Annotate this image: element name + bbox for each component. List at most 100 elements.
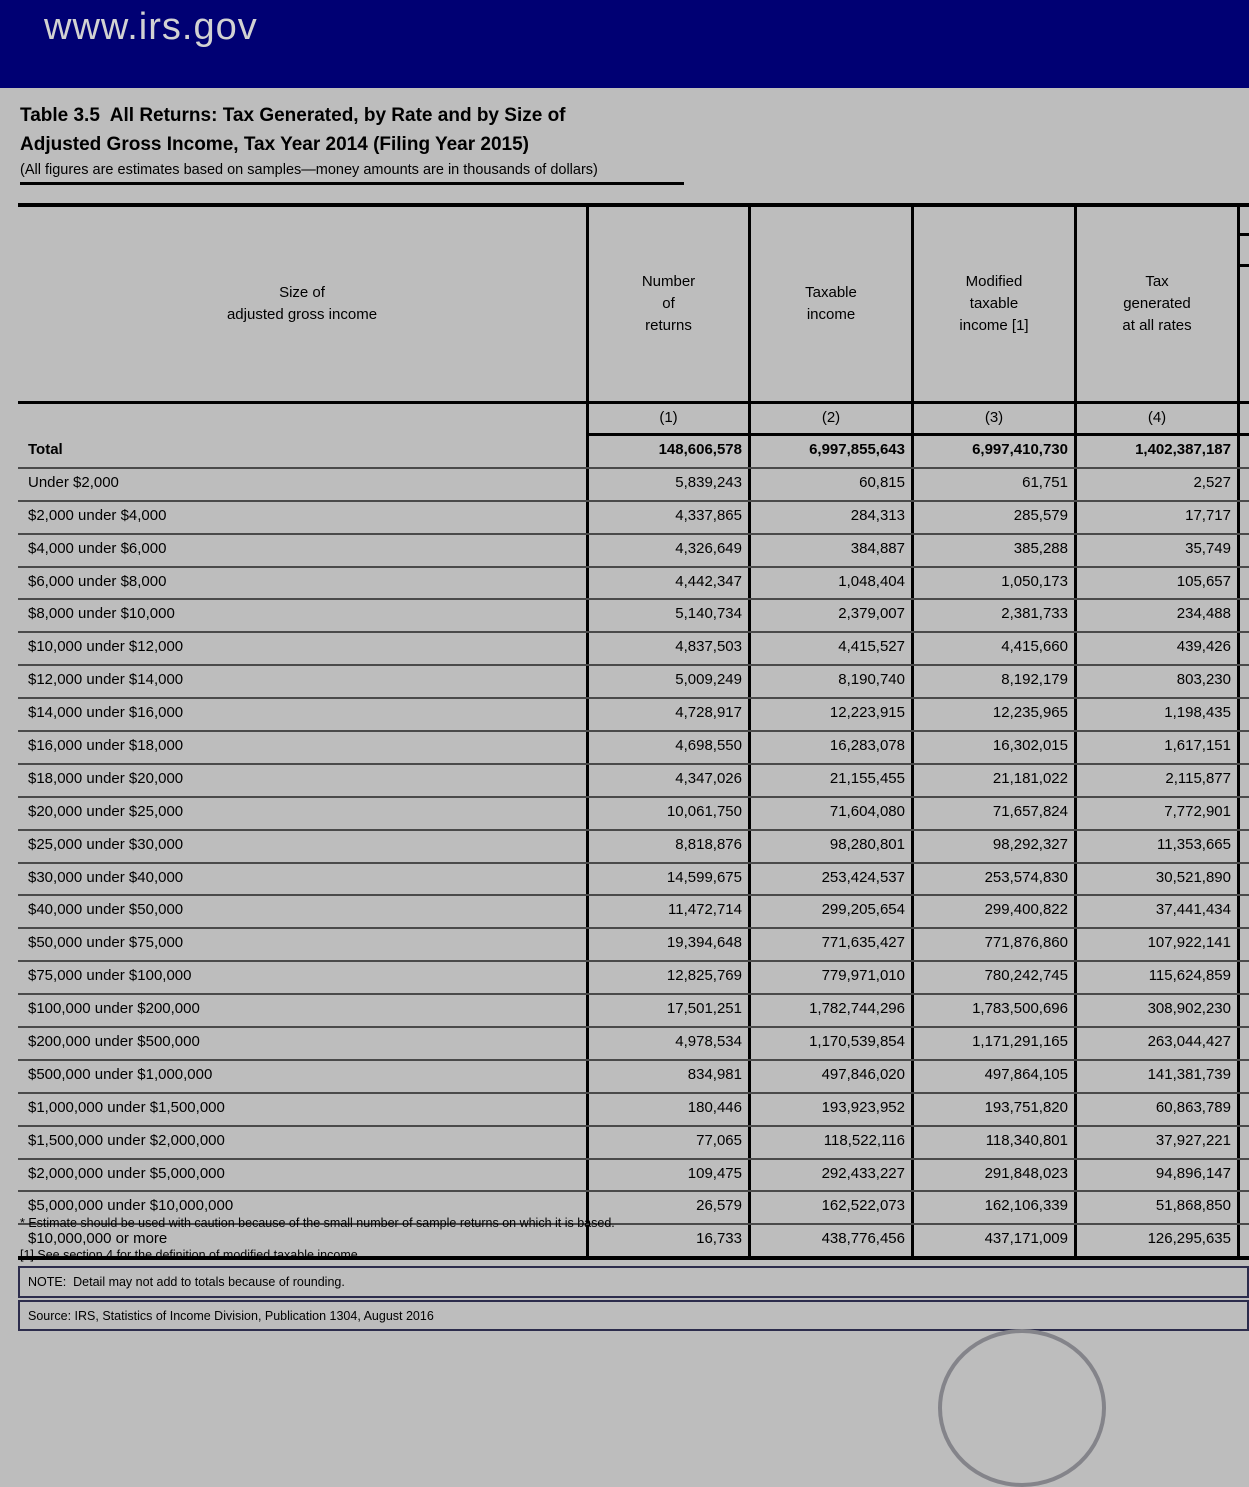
cutoff-column-cell [1237,436,1249,467]
cell-value: 12,235,965 [911,699,1074,731]
cell-value: 71,604,080 [748,797,911,829]
cutoff-column-cell [1237,962,1249,994]
row-label: $25,000 under $30,000 [28,835,184,853]
table-row: Total 148,606,578 6,997,855,643 6,997,410,7… [18,436,1249,469]
cell-value: 10,061,750 [586,797,748,829]
cell-value: 17,717 [1074,501,1237,533]
cell-value: 437,171,009 [911,1225,1074,1257]
cell-value: 193,751,820 [911,1093,1074,1125]
cell-value: 497,846,020 [748,1060,911,1092]
cell-value: 12,825,769 [586,962,748,994]
cell-value: 2,379,007 [748,600,911,632]
cutoff-column-cell [1237,929,1249,961]
cell-value: 5,140,734 [586,600,748,632]
row-label: $18,000 under $20,000 [28,769,184,787]
row-label: $14,000 under $16,000 [28,704,184,722]
cell-value: 2,115,877 [1074,764,1237,796]
cell-value: 109,475 [586,1159,748,1191]
cell-value: 1,402,387,187 [1074,436,1237,467]
cell-value: 105,657 [1074,567,1237,599]
cell-value: 6,997,410,730 [911,436,1074,467]
row-label: $4,000 under $6,000 [28,539,167,557]
cell-value: 162,522,073 [748,1192,911,1224]
row-label: $40,000 under $50,000 [28,901,184,919]
cell-value: 17,501,251 [586,995,748,1027]
cell-value: 118,522,116 [748,1126,911,1158]
cell-value: 384,887 [748,534,911,566]
cell-value: 61,751 [911,468,1074,500]
cell-value: 77,065 [586,1126,748,1158]
cell-value: 2,527 [1074,468,1237,500]
table-row: $2,000,000 under $5,000,000 109,475 292,43… [18,1159,1249,1193]
cell-value: 16,283,078 [748,732,911,763]
cell-value: 35,749 [1074,534,1237,566]
cell-value: 94,896,147 [1074,1159,1237,1191]
cell-value: 1,617,151 [1074,732,1237,763]
table-row: $75,000 under $100,000 12,825,769 779,971,… [18,962,1249,996]
cutoff-column-cell [1237,501,1249,533]
cell-value: 37,441,434 [1074,896,1237,928]
table-row: Under $2,000 5,839,243 60,815 61,751 2,527 [18,468,1249,502]
table-row: $100,000 under $200,000 17,501,251 1,782,7… [18,995,1249,1029]
row-label: $6,000 under $8,000 [28,572,167,590]
cell-value: 7,772,901 [1074,797,1237,829]
cell-value: 4,347,026 [586,764,748,796]
table-row: $30,000 under $40,000 14,599,675 253,424,5… [18,863,1249,897]
cutoff-column-cell [1237,404,1249,436]
cell-value: 385,288 [911,534,1074,566]
cell-value: 4,415,660 [911,633,1074,665]
column-header-taxable-income: Taxable income [748,207,911,401]
cell-value: 115,624,859 [1074,962,1237,994]
cell-value: 14,599,675 [586,863,748,895]
cell-value: 30,521,890 [1074,863,1237,895]
cutoff-column-cell [1237,995,1249,1027]
cutoff-column-cell [1237,896,1249,928]
cell-value: 4,837,503 [586,633,748,665]
source-box: Source: IRS, Statistics of Income Divisi… [18,1300,1249,1331]
cell-value: 4,698,550 [586,732,748,763]
cell-value: 780,242,745 [911,962,1074,994]
cell-value: 21,181,022 [911,764,1074,796]
cutoff-column-cell [1237,1225,1249,1257]
table-row: $18,000 under $20,000 4,347,026 21,155,455… [18,764,1249,798]
footnote-1: [1] See section 4 for the definition of … [20,1248,362,1262]
column-header-modified-taxable-income: Modified taxable income [1] [911,207,1074,401]
cell-value: 1,171,291,165 [911,1028,1074,1059]
column-header-tax-generated: Tax generated at all rates [1074,207,1237,401]
site-banner: www.irs.gov [0,0,1249,88]
cell-value: 253,424,537 [748,863,911,895]
column-number-3: (3) [911,404,1074,436]
table-row: $40,000 under $50,000 11,472,714 299,205,6… [18,896,1249,930]
table-row: $5,000,000 under $10,000,000 26,579 162,52… [18,1192,1249,1226]
row-label: Total [28,441,63,458]
cutoff-column-cell [1237,633,1249,665]
table-row: $1,500,000 under $2,000,000 77,065 118,522… [18,1126,1249,1160]
cell-value: 4,728,917 [586,699,748,731]
cell-value: 1,050,173 [911,567,1074,599]
table-row: $200,000 under $500,000 4,978,534 1,170,53… [18,1028,1249,1061]
cell-value: 263,044,427 [1074,1028,1237,1059]
cell-value: 16,302,015 [911,732,1074,763]
table-row: $25,000 under $30,000 8,818,876 98,280,801… [18,830,1249,864]
cutoff-column-cell [1237,666,1249,698]
cell-value: 2,381,733 [911,600,1074,632]
row-label: $5,000,000 under $10,000,000 [28,1197,234,1215]
cell-value: 98,280,801 [748,830,911,862]
table-row: $12,000 under $14,000 5,009,249 8,190,740 8… [18,666,1249,700]
cell-value: 11,472,714 [586,896,748,928]
cutoff-column-cell [1237,1028,1249,1059]
table-row: $4,000 under $6,000 4,326,649 384,887 385,2… [18,534,1249,568]
cell-value: 292,433,227 [748,1159,911,1191]
cell-value: 5,009,249 [586,666,748,698]
cell-value: 162,106,339 [911,1192,1074,1224]
row-label: $10,000,000 or more [28,1230,168,1248]
cell-value: 1,783,500,696 [911,995,1074,1027]
row-label: $2,000,000 under $5,000,000 [28,1164,225,1182]
column-number-blank [18,404,586,436]
row-label: $12,000 under $14,000 [28,671,184,689]
cutoff-column-cell [1237,468,1249,500]
cell-value: 291,848,023 [911,1159,1074,1191]
cell-value: 4,337,865 [586,501,748,533]
cell-value: 21,155,455 [748,764,911,796]
row-label: $200,000 under $500,000 [28,1033,200,1051]
